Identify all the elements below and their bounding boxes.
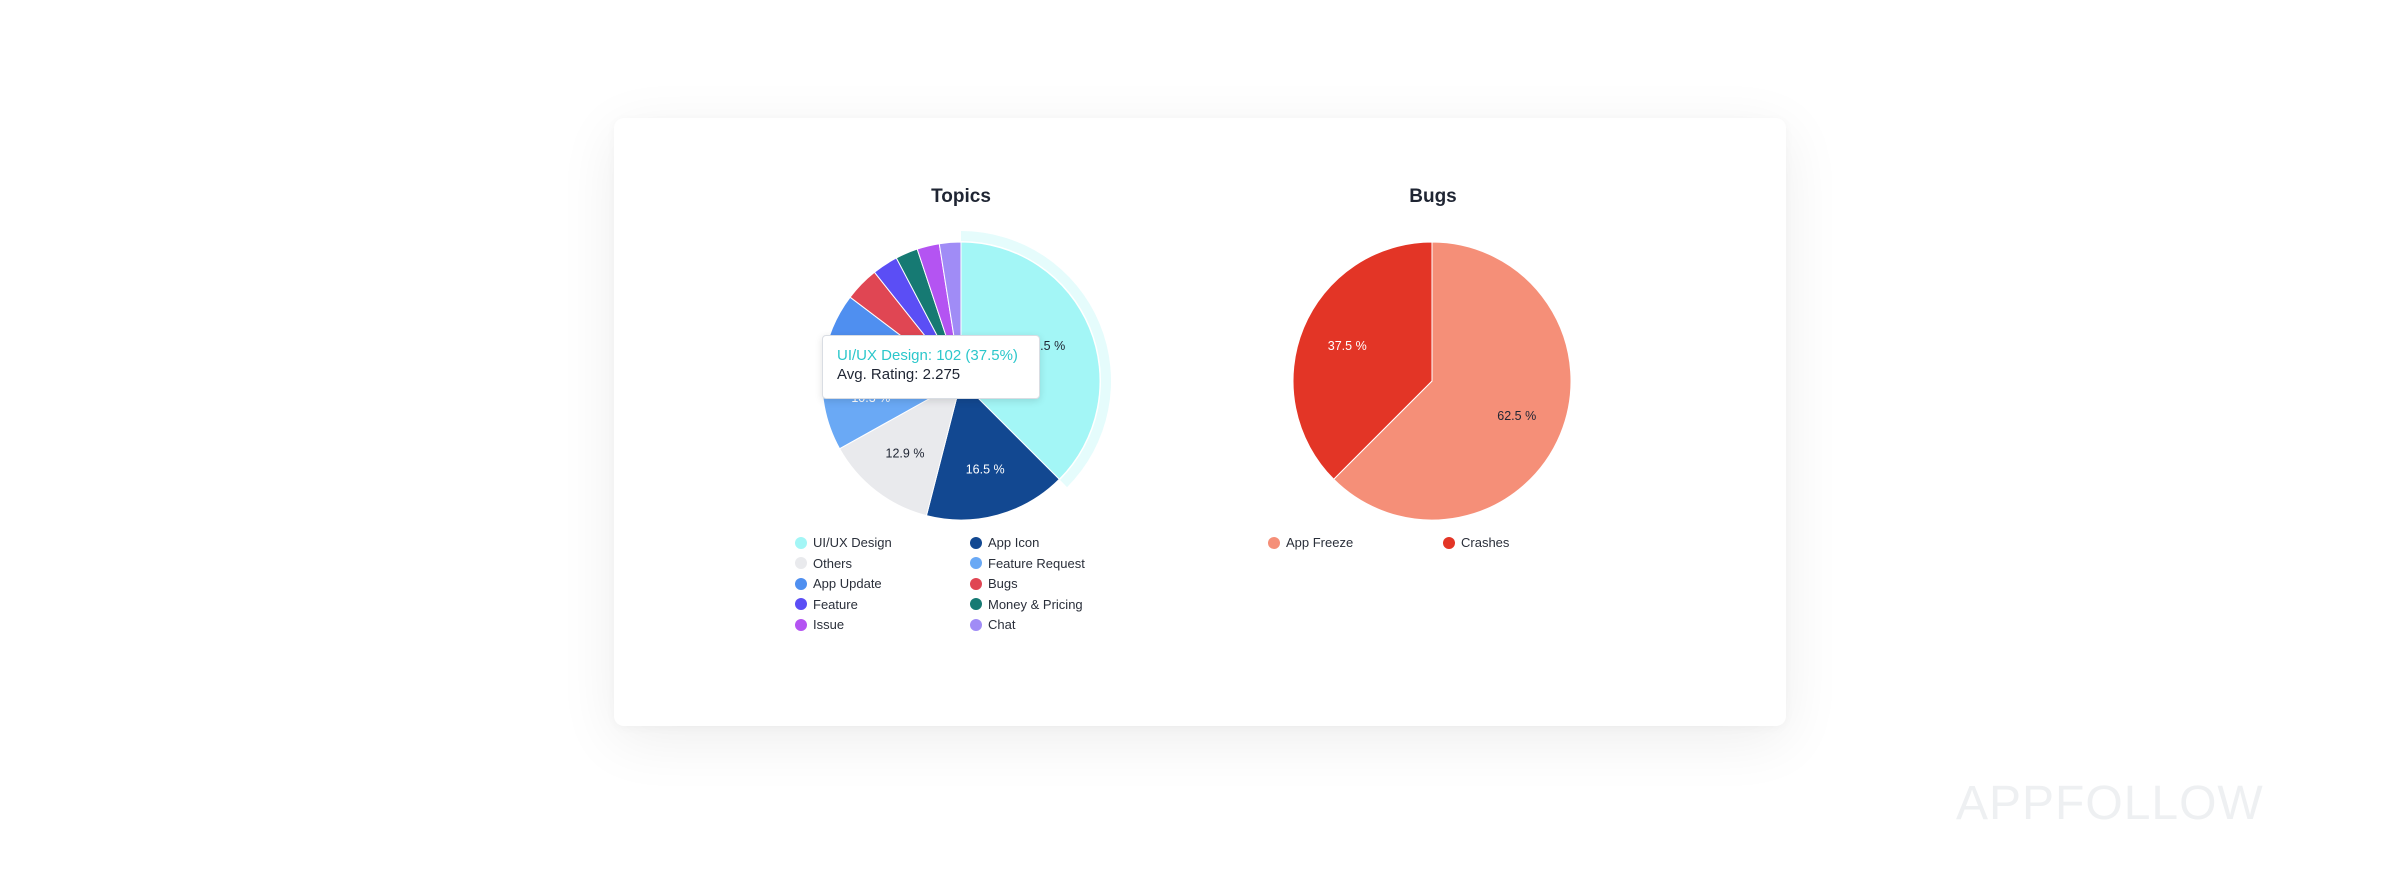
slice-tooltip: UI/UX Design: 102 (37.5%) Avg. Rating: 2… [822, 335, 1040, 399]
topics-legend-item-chat[interactable]: Chat [970, 617, 1015, 632]
topics-legend-dot-bugs [970, 577, 982, 590]
bugs-pie-chart[interactable]: 62.5 % 37.5 % [1292, 241, 1572, 521]
tooltip-title: UI/UX Design: 102 (37.5%) [837, 347, 1018, 364]
tooltip-rating: Avg. Rating: 2.275 [837, 366, 961, 383]
topics-label-app-icon: 16.5 % [966, 462, 1005, 476]
topics-legend-item-bugs[interactable]: Bugs [970, 576, 1018, 591]
topics-legend-label-others: Others [813, 555, 853, 571]
bugs-legend-dot-app-freeze [1268, 536, 1280, 549]
topics-legend-label-feature-request: Feature Request [988, 555, 1085, 571]
topics-legend-dot-ui-ux-design [795, 536, 807, 549]
topics-legend-item-feature[interactable]: Feature [795, 597, 858, 612]
topics-legend-item-app-icon[interactable]: App Icon [970, 535, 1039, 550]
topics-label-others: 12.9 % [886, 447, 925, 461]
topics-legend-dot-feature-request [970, 557, 982, 569]
topics-legend-dot-app-icon [970, 536, 982, 549]
topics-legend-item-issue[interactable]: Issue [795, 617, 844, 632]
topics-legend: UI/UX Design App Icon Others Feature Reques… [795, 535, 1115, 645]
bugs-label-app-freeze: 62.5 % [1497, 409, 1536, 423]
topics-legend-label-feature: Feature [813, 596, 858, 612]
topics-legend-dot-app-update [795, 577, 807, 590]
topics-legend-label-issue: Issue [813, 617, 845, 632]
charts-card [614, 118, 1786, 726]
bugs-legend-dot-crashes [1443, 536, 1455, 549]
topics-legend-item-app-update[interactable]: App Update [795, 576, 882, 591]
topics-legend-dot-chat [970, 618, 982, 631]
topics-legend-item-money-and-pricing[interactable]: Money & Pricing [970, 597, 1083, 612]
bugs-slice-app-freeze[interactable] [1333, 241, 1572, 521]
bugs-legend-item-crashes[interactable]: Crashes [1443, 535, 1509, 550]
topics-legend-dot-money-and-pricing [970, 598, 982, 610]
topics-legend-label-money-and-pricing: Money & Pricing [988, 596, 1083, 612]
topics-chart-title: Topics [931, 186, 991, 207]
topics-legend-label-chat: Chat [988, 617, 1016, 632]
bugs-legend-label-crashes: Crashes [1461, 535, 1510, 550]
topics-legend-label-bugs: Bugs [988, 576, 1018, 591]
bugs-chart-title: Bugs [1409, 186, 1457, 207]
topics-legend-label-app-update: App Update [813, 576, 882, 591]
topics-legend-item-ui-ux-design[interactable]: UI/UX Design [795, 535, 892, 550]
topics-legend-label-ui-ux-design: UI/UX Design [813, 535, 892, 550]
bugs-legend-item-app-freeze[interactable]: App Freeze [1268, 535, 1353, 550]
topics-legend-item-feature-request[interactable]: Feature Request [970, 556, 1085, 571]
topics-legend-label-app-icon: App Icon [988, 535, 1040, 550]
topics-slice-app-icon[interactable] [925, 380, 1060, 521]
topics-legend-item-others[interactable]: Others [795, 556, 852, 571]
bugs-legend-label-app-freeze: App Freeze [1286, 535, 1354, 550]
topics-legend-dot-feature [795, 598, 807, 610]
bugs-slice-crashes[interactable] [1292, 241, 1433, 480]
bugs-legend: App Freeze Crashes [1268, 535, 1588, 565]
topics-slice-others[interactable] [838, 379, 962, 517]
topics-legend-dot-issue [795, 618, 807, 631]
topics-legend-dot-others [795, 557, 807, 569]
bugs-label-crashes: 37.5 % [1328, 339, 1367, 353]
topics-slice-halo-ui-ux-design [961, 231, 1111, 488]
appfollow-watermark: APPFOLLOW [1956, 777, 2264, 830]
